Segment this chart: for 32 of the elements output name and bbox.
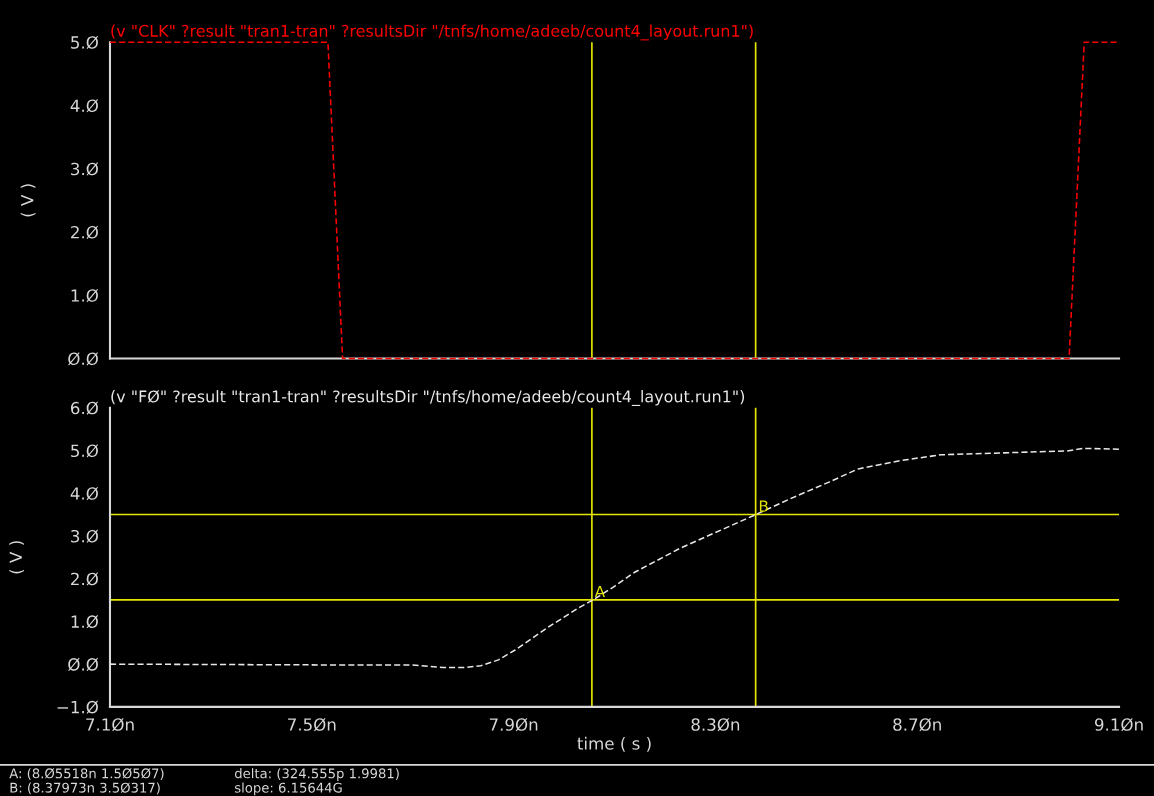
y-tick-label: 2.Ø xyxy=(71,225,99,239)
y-tick-label: Ø.Ø xyxy=(68,657,99,672)
text: delta: (324.555p 1.9981) xyxy=(234,768,399,781)
y-tick-label: 6.Ø xyxy=(71,401,99,415)
y-tick-label: 4.Ø xyxy=(70,99,99,113)
y-tick-label: 1.Ø xyxy=(71,288,99,303)
chart-title: (v "CLK" ?result "tran1-tran" ?resultsDir "/tnfs/home/adeeb/count4_layout.run1") xyxy=(111,24,753,41)
y-tick-label: 3.Ø xyxy=(71,529,99,543)
y-tick-label: 5.Ø xyxy=(71,35,99,50)
x-tick-label: 8.3Øn xyxy=(691,717,740,732)
y-tick-label: Ø.Ø xyxy=(68,352,99,366)
text: slope: 6.15644G xyxy=(234,782,342,796)
x-tick-label: 7.1Øn xyxy=(86,717,134,732)
y-axis-title: ( V ) xyxy=(20,184,36,217)
line-series xyxy=(109,447,1120,669)
x-tick-label: 8.7Øn xyxy=(893,717,941,732)
y-tick-label: 1.Ø xyxy=(71,615,99,629)
annotation: A xyxy=(594,585,605,598)
y-axis-title: ( V ) xyxy=(9,541,25,574)
y-tick-label: 5.Ø xyxy=(71,444,99,458)
y-tick-label: −1.Ø xyxy=(57,700,99,714)
x-tick-label: 7.9Øn xyxy=(489,717,538,732)
chart-title: (v "FØ" ?result "tran1-tran" ?resultsDir "/tnfs/home/adeeb/count4_layout.run1") xyxy=(111,390,745,406)
x-tick-label: 9.1Øn xyxy=(1094,717,1143,732)
y-tick-label: 3.Ø xyxy=(71,162,99,176)
y-tick-label: 2.Ø xyxy=(71,572,99,586)
text: B: (8.37973n 3.5Ø317) xyxy=(10,782,160,795)
x-axis-title: time ( s ) xyxy=(577,736,651,752)
text: A: (8.Ø5518n 1.5Ø5Ø7) xyxy=(9,768,164,780)
annotation: B xyxy=(759,500,768,512)
y-tick-label: 4.Ø xyxy=(70,486,99,501)
x-tick-label: 7.5Øn xyxy=(288,717,336,732)
